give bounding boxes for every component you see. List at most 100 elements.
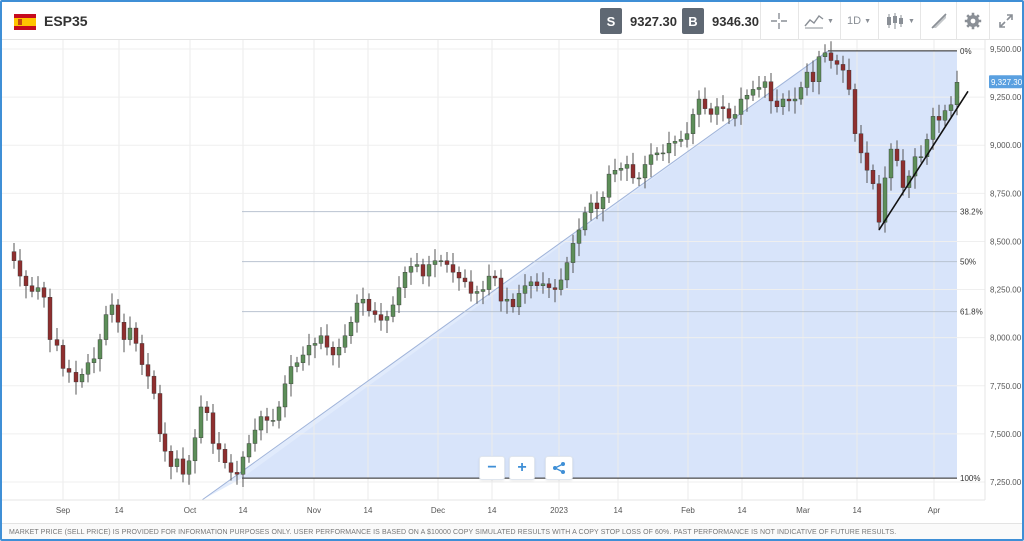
- candle-body[interactable]: [588, 202, 594, 213]
- candle-body[interactable]: [822, 52, 828, 57]
- candle-body[interactable]: [936, 116, 942, 121]
- candle-body[interactable]: [228, 462, 234, 473]
- candle-body[interactable]: [672, 141, 678, 144]
- candle-body[interactable]: [378, 314, 384, 321]
- candle-body[interactable]: [912, 156, 918, 177]
- candle-body[interactable]: [756, 87, 762, 90]
- candle-body[interactable]: [390, 304, 396, 317]
- candle-body[interactable]: [306, 345, 312, 356]
- candle-body[interactable]: [498, 277, 504, 302]
- candle-body[interactable]: [109, 304, 115, 315]
- candle-body[interactable]: [85, 362, 91, 375]
- candle-body[interactable]: [121, 322, 127, 340]
- candle-body[interactable]: [654, 152, 660, 156]
- candle-body[interactable]: [648, 154, 654, 165]
- candle-body[interactable]: [486, 275, 492, 290]
- candle-body[interactable]: [47, 297, 53, 340]
- candle-body[interactable]: [768, 81, 774, 102]
- candle-body[interactable]: [678, 139, 684, 142]
- candle-body[interactable]: [151, 375, 157, 394]
- candle-body[interactable]: [606, 173, 612, 198]
- candle-body[interactable]: [552, 287, 558, 290]
- candle-body[interactable]: [246, 443, 252, 458]
- candle-body[interactable]: [438, 260, 444, 262]
- candle-body[interactable]: [774, 100, 780, 107]
- candle-body[interactable]: [204, 406, 210, 413]
- candle-body[interactable]: [312, 343, 318, 346]
- candle-body[interactable]: [157, 393, 163, 435]
- candle-body[interactable]: [468, 281, 474, 294]
- candle-body[interactable]: [318, 335, 324, 344]
- candle-body[interactable]: [660, 152, 666, 155]
- candle-body[interactable]: [696, 98, 702, 115]
- candle-body[interactable]: [270, 420, 276, 422]
- candle-body[interactable]: [882, 177, 888, 223]
- candle-body[interactable]: [888, 148, 894, 179]
- settings-button[interactable]: [959, 8, 987, 34]
- zoom-out-button[interactable]: −: [479, 456, 505, 480]
- candle-body[interactable]: [534, 281, 540, 286]
- candle-body[interactable]: [300, 354, 306, 363]
- candle-body[interactable]: [264, 416, 270, 421]
- candle-body[interactable]: [828, 52, 834, 61]
- candle-body[interactable]: [576, 229, 582, 244]
- candle-body[interactable]: [924, 139, 930, 157]
- candle-body[interactable]: [630, 164, 636, 179]
- candle-body[interactable]: [366, 298, 372, 311]
- candle-body[interactable]: [29, 285, 35, 292]
- candle-body[interactable]: [384, 316, 390, 321]
- candle-body[interactable]: [816, 56, 822, 82]
- candle-body[interactable]: [846, 69, 852, 90]
- candle-body[interactable]: [492, 275, 498, 279]
- candle-body[interactable]: [570, 243, 576, 263]
- candle-body[interactable]: [348, 322, 354, 336]
- candle-body[interactable]: [414, 264, 420, 267]
- candle-body[interactable]: [330, 347, 336, 356]
- candle-body[interactable]: [624, 164, 630, 169]
- candle-body[interactable]: [930, 116, 936, 140]
- candle-body[interactable]: [762, 81, 768, 88]
- sell-quote-button[interactable]: S 9327.30: [600, 8, 677, 34]
- candle-body[interactable]: [792, 98, 798, 102]
- candle-body[interactable]: [360, 298, 366, 304]
- candle-body[interactable]: [336, 347, 342, 356]
- candle-body[interactable]: [372, 310, 378, 315]
- candle-body[interactable]: [864, 152, 870, 171]
- candle-body[interactable]: [558, 279, 564, 290]
- candle-body[interactable]: [145, 364, 151, 377]
- candle-body[interactable]: [180, 458, 186, 475]
- candle-body[interactable]: [432, 260, 438, 265]
- candle-body[interactable]: [192, 437, 198, 462]
- share-button[interactable]: [545, 456, 573, 480]
- candle-body[interactable]: [564, 262, 570, 281]
- candle-body[interactable]: [73, 372, 79, 383]
- candle-body[interactable]: [324, 335, 330, 348]
- candle-body[interactable]: [942, 110, 948, 121]
- candle-body[interactable]: [103, 314, 109, 340]
- timeframe-button[interactable]: 1D ▼: [844, 8, 874, 34]
- candle-body[interactable]: [79, 374, 85, 383]
- candle-body[interactable]: [504, 298, 510, 302]
- candle-body[interactable]: [684, 133, 690, 140]
- candle-body[interactable]: [234, 472, 240, 475]
- zoom-in-button[interactable]: +: [509, 456, 535, 480]
- candle-body[interactable]: [408, 266, 414, 273]
- candle-body[interactable]: [294, 362, 300, 367]
- candle-body[interactable]: [840, 64, 846, 71]
- trend-line-drawing[interactable]: [878, 90, 969, 231]
- drawing-tools-button[interactable]: [924, 8, 954, 34]
- candle-body[interactable]: [834, 60, 840, 65]
- candle-body[interactable]: [456, 272, 462, 279]
- candle-body[interactable]: [396, 287, 402, 306]
- candle-body[interactable]: [480, 289, 486, 292]
- candle-body[interactable]: [642, 164, 648, 179]
- candle-body[interactable]: [402, 272, 408, 288]
- candle-body[interactable]: [852, 89, 858, 134]
- candle-body[interactable]: [708, 108, 714, 115]
- candle-body[interactable]: [91, 358, 97, 363]
- candle-body[interactable]: [127, 327, 133, 340]
- candle-body[interactable]: [798, 87, 804, 100]
- candle-body[interactable]: [894, 148, 900, 161]
- candle-body[interactable]: [216, 443, 222, 450]
- candle-body[interactable]: [174, 458, 180, 467]
